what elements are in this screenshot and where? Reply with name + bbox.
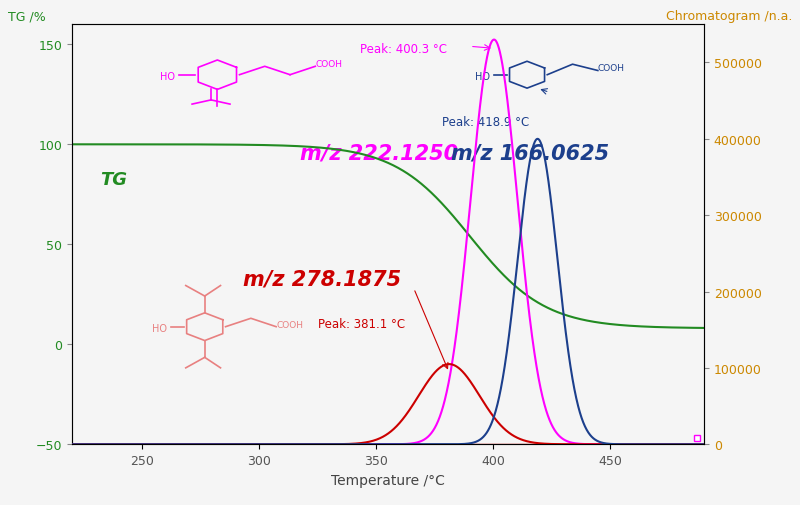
X-axis label: Temperature /°C: Temperature /°C: [331, 473, 445, 487]
Text: Chromatogram /n.a.: Chromatogram /n.a.: [666, 10, 792, 23]
Text: COOH: COOH: [598, 64, 625, 73]
Text: TG: TG: [101, 171, 127, 188]
Text: Peak: 400.3 °C: Peak: 400.3 °C: [359, 42, 446, 56]
Text: COOH: COOH: [315, 60, 342, 69]
Text: HO: HO: [475, 72, 490, 82]
Text: Peak: 418.9 °C: Peak: 418.9 °C: [442, 116, 529, 129]
Text: m/z 222.1250: m/z 222.1250: [299, 143, 458, 164]
Text: Peak: 381.1 °C: Peak: 381.1 °C: [318, 317, 406, 330]
Text: HO: HO: [161, 72, 175, 82]
Text: HO: HO: [152, 323, 167, 333]
Text: COOH: COOH: [276, 320, 303, 329]
Text: TG /%: TG /%: [8, 10, 46, 23]
Text: m/z 166.0625: m/z 166.0625: [451, 143, 610, 164]
Text: m/z 278.1875: m/z 278.1875: [242, 269, 401, 289]
